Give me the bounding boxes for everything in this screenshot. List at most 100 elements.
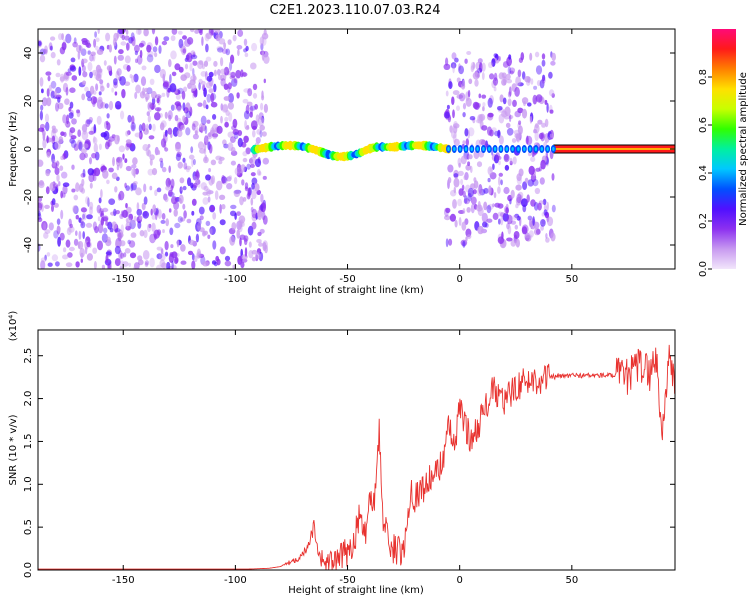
spectrogram-point [488, 147, 491, 151]
spectrogram-point [164, 147, 169, 152]
spectrogram-point [255, 137, 261, 144]
spectrogram-point [515, 238, 520, 248]
spectrogram-point [482, 147, 485, 151]
spectrogram-point [237, 29, 244, 37]
snr-panel: -150 -100 -50 0 50 0.0 0.5 1.0 1.5 2.0 2.5 Height… [8, 311, 676, 596]
spectrogram-point [492, 77, 499, 86]
spectrogram-point [70, 65, 77, 72]
spectrogram-point [45, 186, 50, 195]
spectrogram-point [135, 84, 142, 94]
spectrogram-point [487, 166, 493, 176]
spectrogram-point [151, 90, 157, 99]
spectrogram-point [233, 131, 239, 140]
spectrogram-point [145, 123, 149, 133]
spectrogram-point [187, 177, 192, 187]
spectrogram-point [523, 100, 526, 107]
spectrogram-point [82, 168, 86, 178]
spectrogram-point [68, 226, 75, 233]
spectrogram-point [93, 38, 97, 48]
spectrogram-point [106, 236, 111, 243]
spectrogram-point [142, 144, 149, 151]
spectrogram-point [213, 83, 217, 93]
spectrogram-point [188, 239, 195, 246]
spectrogram-point [466, 207, 471, 213]
spectrogram-point [156, 253, 163, 260]
spectrogram-point [106, 82, 110, 89]
spectrogram-point [65, 86, 69, 96]
spectrogram-point [453, 186, 456, 194]
spectrogram-point [482, 102, 486, 107]
spectrogram-point [196, 252, 201, 259]
spectrogram-point [475, 119, 481, 124]
spectrogram-point [124, 248, 131, 254]
spectrogram-point [155, 94, 162, 99]
spectrogram-point [221, 204, 226, 210]
spectrogram-point [180, 260, 187, 265]
spectrogram-point [208, 88, 214, 94]
spectrogram-point [458, 92, 466, 102]
spectrogram-point [60, 209, 64, 220]
spectrogram-point [219, 204, 222, 214]
spectrogram-point [511, 147, 514, 151]
spectrogram-point [57, 236, 61, 247]
spectrogram-point [38, 159, 44, 167]
colorbar-tick-label: 0.8 [698, 69, 709, 85]
spectrogram-point [75, 261, 80, 268]
x-tick-label: 0 [456, 274, 462, 285]
spectrogram-point [498, 218, 501, 225]
spectrogram-point [65, 71, 72, 76]
spectrogram-point [108, 167, 114, 173]
spectrogram-point [92, 247, 98, 254]
spectrogram-point [503, 153, 510, 163]
spectrogram-point [70, 140, 77, 148]
spectrogram-point [38, 217, 43, 223]
spectrogram-point [192, 60, 198, 66]
spectrogram-point [245, 104, 250, 115]
spectrogram-point [55, 72, 61, 78]
spectrogram-point [540, 147, 543, 151]
spectrogram-point [154, 112, 161, 121]
spectrogram-point [458, 65, 464, 75]
spectrogram-point [516, 215, 521, 221]
spectrogram-point [190, 146, 194, 154]
spectrogram-point [62, 182, 70, 187]
spectrogram-point [134, 92, 138, 99]
spectrogram-point [247, 187, 251, 197]
spectrogram-point [171, 251, 178, 259]
spectrogram-point [45, 121, 50, 132]
spectrogram-point [51, 162, 58, 169]
spectrogram-point [190, 75, 197, 82]
spectrogram-point [240, 164, 246, 173]
spectrogram-point [147, 149, 152, 157]
spectrogram-point [80, 207, 88, 213]
spectrogram-point [241, 179, 245, 186]
spectrogram-point [46, 88, 50, 97]
spectrogram-point [504, 106, 511, 116]
spectrogram-point [180, 217, 186, 222]
spectrogram-point [191, 123, 196, 131]
spectrogram-point [534, 124, 540, 134]
spectrogram-point [46, 151, 51, 158]
spectrogram-point [472, 101, 479, 110]
spectrogram-point [126, 65, 131, 72]
spectrogram-point [468, 127, 475, 137]
spectrogram-point [467, 187, 474, 198]
spectrogram-point [259, 36, 265, 46]
spectrogram-point [521, 198, 528, 208]
spectrogram-point [81, 212, 87, 221]
spectrogram-point [117, 54, 125, 61]
spectrogram-point [105, 32, 111, 42]
spectrogram-point [46, 97, 52, 107]
spectrogram-point [72, 205, 77, 214]
spectrogram-point [199, 29, 203, 36]
spectrogram-point [60, 73, 65, 83]
spectrogram-point [76, 109, 80, 114]
spectrogram-point [94, 226, 99, 234]
spectrogram-point [190, 54, 198, 60]
spectrogram-point [484, 222, 489, 228]
spectrogram-point [202, 99, 207, 109]
spectrogram-x-axis-title: Height of straight line (km) [288, 285, 424, 296]
spectrogram-point [472, 62, 476, 69]
spectrogram-point [216, 46, 223, 51]
spectrogram-point [463, 175, 467, 181]
